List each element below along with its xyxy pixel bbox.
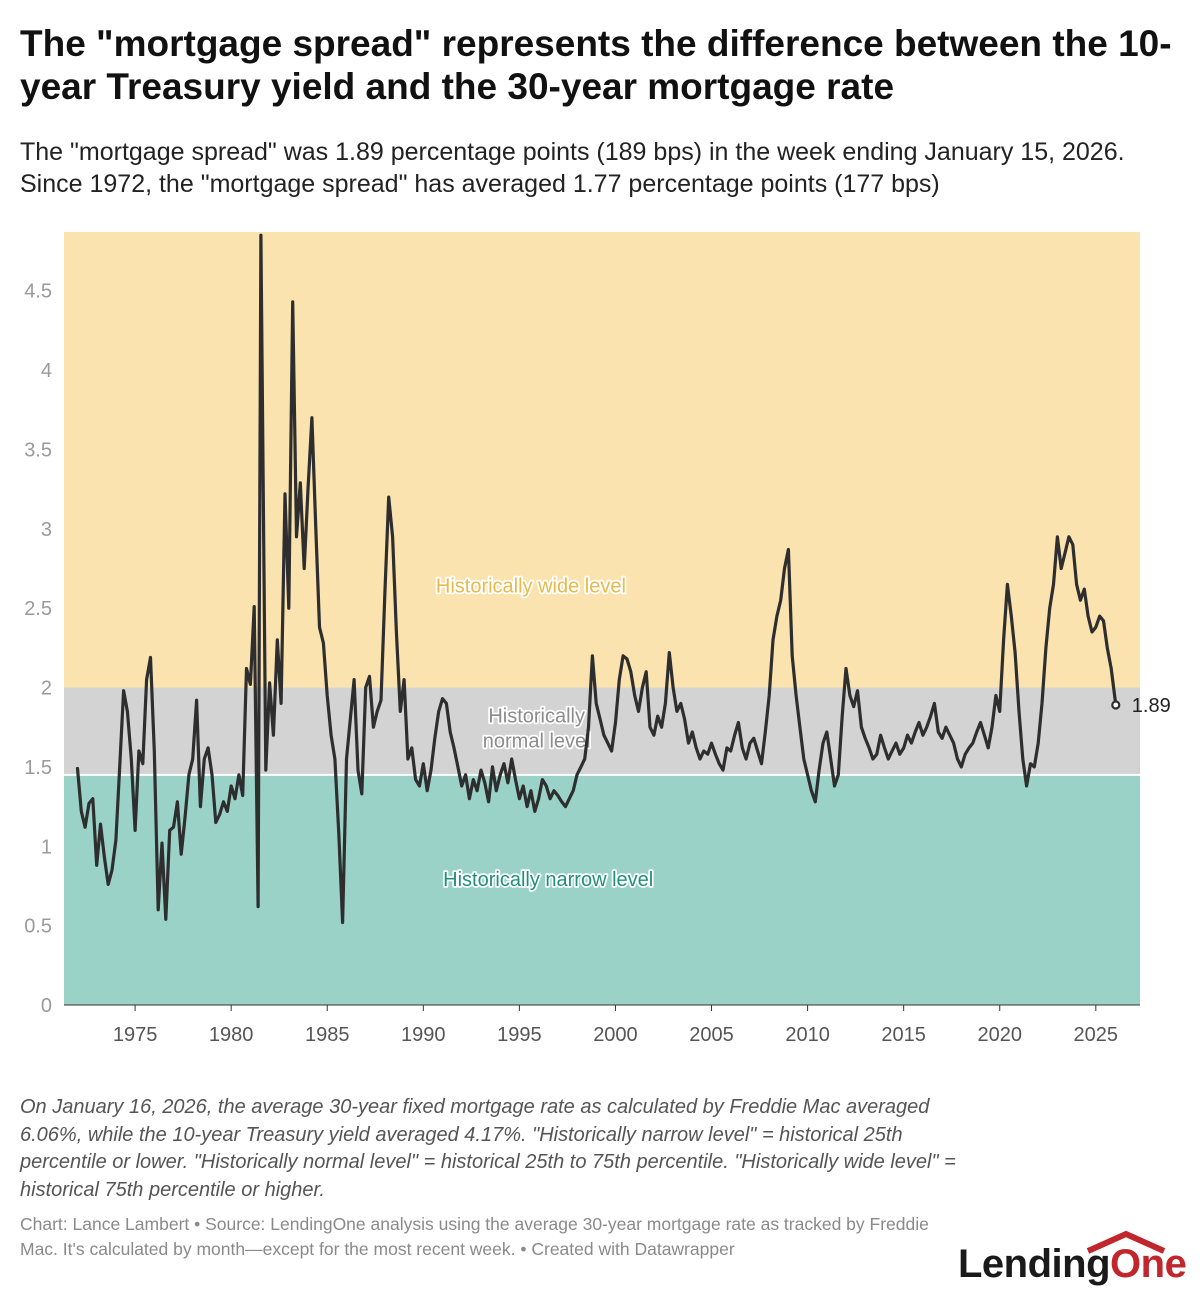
last-point-marker bbox=[1111, 700, 1121, 710]
band-label-historically-narrow-level: Historically narrow level bbox=[443, 869, 653, 891]
chart-notes: On January 16, 2026, the average 30-year… bbox=[20, 1096, 956, 1201]
y-tick-label: 3 bbox=[41, 519, 52, 541]
band-historically-narrow-level bbox=[64, 774, 1140, 1005]
last-value-label: 1.89 bbox=[1132, 695, 1171, 717]
logo-word-one: One bbox=[1110, 1242, 1187, 1286]
y-tick-label: 4.5 bbox=[24, 281, 52, 303]
x-tick-label: 2025 bbox=[1074, 1024, 1119, 1046]
y-tick-label: 4 bbox=[41, 360, 52, 382]
x-tick-label: 2015 bbox=[881, 1024, 926, 1046]
band-label-line: Historically narrow level bbox=[443, 869, 653, 891]
spread-line bbox=[75, 233, 1118, 925]
band-historically-wide-level bbox=[64, 232, 1140, 688]
x-tick-label: 1975 bbox=[113, 1024, 158, 1046]
lendingone-logo: LendingOne bbox=[956, 1228, 1187, 1290]
band-label-line: Historically wide level bbox=[436, 575, 626, 597]
logo-wordmark: LendingOne bbox=[958, 1242, 1187, 1287]
band-label-line: Historically bbox=[488, 705, 585, 727]
band-label-historically-wide-level: Historically wide level bbox=[436, 575, 626, 597]
band-label-historically-normal-level: Historically normal level bbox=[483, 705, 591, 752]
logo-word-lending: Lending bbox=[958, 1242, 1111, 1286]
x-tick-label: 1985 bbox=[305, 1024, 350, 1046]
line-layer: 1.89 bbox=[75, 233, 1171, 925]
chart-subtitle: The "mortgage spread" was 1.89 percentag… bbox=[20, 138, 1125, 198]
mortgage-spread-chart: Historically narrow level Historically nor… bbox=[24, 232, 1171, 1046]
y-tick-label: 2 bbox=[41, 678, 52, 700]
chart-source: Chart: Lance Lambert • Source: LendingOn… bbox=[20, 1214, 929, 1259]
y-tick-label: 1 bbox=[41, 836, 52, 858]
x-tick-label: 1990 bbox=[401, 1024, 446, 1046]
x-tick-label: 1995 bbox=[497, 1024, 542, 1046]
band-labels: Historically narrow level Historically nor… bbox=[434, 574, 655, 893]
band-label-line: normal level bbox=[483, 730, 591, 752]
y-tick-label: 0 bbox=[41, 995, 52, 1017]
x-tick-label: 1980 bbox=[209, 1024, 254, 1046]
axis-layer: 0 0.5 1 1.5 2 2.5 3 3.5 4 4.5 1975 1980 1985 1990 1995… bbox=[24, 281, 1140, 1046]
y-tick-label: 3.5 bbox=[24, 439, 52, 461]
y-tick-label: 0.5 bbox=[24, 916, 52, 938]
y-tick-label: 2.5 bbox=[24, 598, 52, 620]
x-tick-label: 2005 bbox=[689, 1024, 734, 1046]
x-tick-label: 2000 bbox=[593, 1024, 638, 1046]
logo-roof-icon bbox=[1086, 1230, 1166, 1254]
chart-title: The "mortgage spread" represents the dif… bbox=[20, 23, 1172, 107]
y-tick-label: 1.5 bbox=[24, 757, 52, 779]
x-tick-label: 2010 bbox=[785, 1024, 830, 1046]
x-tick-label: 2020 bbox=[977, 1024, 1022, 1046]
